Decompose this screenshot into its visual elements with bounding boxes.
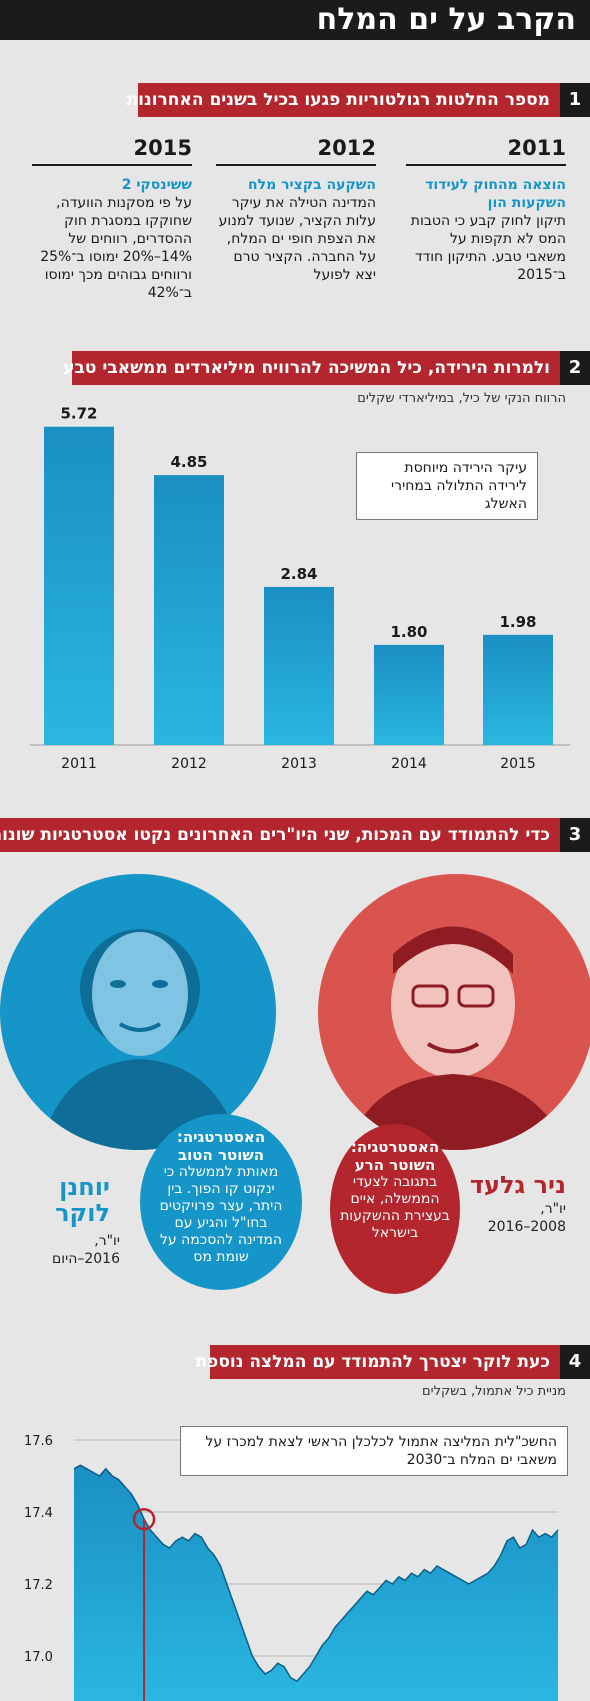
decision-2011: 2011 הוצאה מהחוק לעידוד השקעות הון תיקון…: [406, 136, 566, 284]
role-years: 2008–2016: [456, 1218, 566, 1236]
bar: [374, 645, 444, 745]
strategy-body: מאותת לממשלה כי ינקוט קו הפוך. בין היתר,…: [152, 1164, 290, 1266]
portrait-icon: [0, 874, 276, 1150]
decision-year: 2012: [216, 136, 376, 166]
bar-value-label: 4.85: [170, 453, 207, 471]
decision-body: תיקון לחוק קבע כי הטבות המס לא תקפות על …: [406, 212, 566, 284]
decision-year: 2015: [32, 136, 192, 166]
section-3-header: 3 כדי להתמודד עם המכות, שני היו"רים האחר…: [0, 818, 590, 852]
gilad-photo: [318, 874, 590, 1150]
section-title: ולמרות הירידה, כיל המשיכה להרוויח מיליאר…: [63, 351, 550, 385]
x-tick-label: 2011: [61, 756, 97, 772]
gilad-strategy-bubble: האסטרטגיה: השוטר הרע בתגובה לצעדי הממשלה…: [330, 1124, 460, 1294]
y-tick-label: 17.2: [24, 1578, 53, 1593]
bar-value-label: 5.72: [60, 405, 97, 423]
profit-callout: עיקר הירידה מיוחסת לירידה התלולה במחירי …: [356, 452, 538, 520]
section-4-header: 4 כעת לוקר יצטרך להתמודד עם המלצה נוספת: [210, 1345, 590, 1379]
stock-callout: החשכ"לית המליצה אתמול לכלכלן הראשי לצאת …: [180, 1426, 568, 1476]
gilad-name: ניר גלעד: [456, 1172, 566, 1198]
x-tick-label: 2013: [281, 756, 317, 772]
decision-body: על פי מסקנות הוועדה, שחוקקו במסגרת חוק ה…: [32, 194, 192, 302]
decision-headline: הוצאה מהחוק לעידוד השקעות הון: [406, 176, 566, 212]
bar: [483, 635, 553, 745]
x-tick-label: 2012: [171, 756, 207, 772]
locker-photo: [0, 874, 276, 1150]
bar-value-label: 1.80: [390, 623, 427, 641]
locker-strategy-bubble: האסטרטגיה: השוטר הטוב מאותת לממשלה כי ינ…: [140, 1114, 302, 1290]
bar-value-label: 1.98: [499, 613, 536, 631]
bar-value-label: 2.84: [280, 565, 317, 583]
role-years: 2016–היום: [20, 1250, 120, 1268]
decision-headline: השקעה בקציר מלח: [216, 176, 376, 194]
decision-headline: ששינסקי 2: [32, 176, 192, 194]
locker-role: יו"ר, 2016–היום: [20, 1232, 120, 1268]
title-bar: הקרב על ים המלח: [0, 0, 590, 40]
gilad-role: יו"ר, 2008–2016: [456, 1200, 566, 1236]
strategy-headline: האסטרטגיה: השוטר הרע: [338, 1138, 452, 1174]
y-tick-label: 17.0: [24, 1650, 53, 1665]
bar: [154, 475, 224, 745]
section-title: כעת לוקר יצטרך להתמודד עם המלצה נוספת: [196, 1345, 550, 1379]
section-number: 1: [560, 83, 590, 117]
section-1-header: 1 מספר החלטות רגולטוריות פגעו בכיל בשנים…: [138, 83, 590, 117]
stock-area: [74, 1465, 558, 1701]
strategy-body: בתגובה לצעדי הממשלה, איים בעצירת ההשקעות…: [338, 1174, 452, 1242]
section-title: מספר החלטות רגולטוריות פגעו בכיל בשנים ה…: [127, 83, 550, 117]
decision-2012: 2012 השקעה בקציר מלח המדינה הטילה את עיק…: [216, 136, 376, 284]
decision-body: המדינה הטילה את עיקר עלות הקציר, שנועד ל…: [216, 194, 376, 284]
page-title: הקרב על ים המלח: [317, 2, 576, 37]
section-number: 2: [560, 351, 590, 385]
role-title: יו"ר,: [20, 1232, 120, 1250]
section-number: 3: [560, 818, 590, 852]
y-tick-label: 17.6: [24, 1434, 53, 1449]
section-number: 4: [560, 1345, 590, 1379]
portrait-icon: [318, 874, 590, 1150]
strategy-headline: האסטרטגיה: השוטר הטוב: [152, 1128, 290, 1164]
role-title: יו"ר,: [456, 1200, 566, 1218]
section-title: כדי להתמודד עם המכות, שני היו"רים האחרונ…: [0, 818, 550, 852]
section-2-header: 2 ולמרות הירידה, כיל המשיכה להרוויח מילי…: [72, 351, 590, 385]
x-tick-label: 2014: [391, 756, 427, 772]
x-tick-label: 2015: [500, 756, 536, 772]
bar: [264, 587, 334, 745]
y-tick-label: 17.4: [24, 1506, 53, 1521]
decision-year: 2011: [406, 136, 566, 166]
locker-name: יוחנן לוקר: [20, 1174, 110, 1226]
decision-2015: 2015 ששינסקי 2 על פי מסקנות הוועדה, שחוק…: [32, 136, 192, 302]
bar: [44, 427, 114, 745]
stock-subtitle: מניית כיל אתמול, בשקלים: [422, 1384, 566, 1399]
